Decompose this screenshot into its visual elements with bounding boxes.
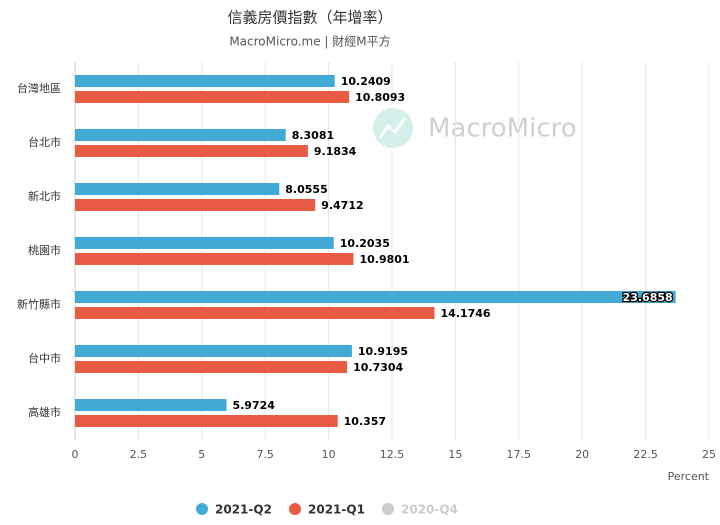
bar	[75, 307, 435, 319]
bar	[75, 91, 350, 103]
x-tick-label: 0	[72, 448, 79, 461]
value-label: 9.4712	[321, 199, 363, 212]
x-axis-label: Percent	[668, 470, 710, 483]
legend-item[interactable]: 2021-Q2	[196, 503, 272, 517]
legend-item[interactable]: 2020-Q4	[382, 503, 458, 517]
x-tick-label: 7.5	[256, 448, 274, 461]
bar	[75, 75, 335, 87]
legend-marker	[289, 503, 301, 515]
bar	[75, 183, 280, 195]
legend-label: 2021-Q1	[308, 503, 365, 517]
watermark: MacroMicro	[428, 114, 577, 144]
bar	[75, 345, 352, 357]
legend-marker	[196, 503, 208, 515]
chart-subtitle: MacroMicro.me | 財經M平方	[229, 34, 390, 49]
value-label: 10.8093	[355, 91, 405, 104]
bar	[75, 415, 338, 427]
value-label: 10.2409	[341, 75, 391, 88]
legend-label: 2020-Q4	[401, 503, 458, 517]
x-tick-label: 22.5	[633, 448, 658, 461]
bar	[75, 129, 286, 141]
x-tick-label: 25	[702, 448, 716, 461]
value-label: 10.9195	[358, 345, 408, 358]
bar	[75, 361, 348, 373]
legend-item[interactable]: 2021-Q1	[289, 503, 365, 517]
x-tick-label: 20	[575, 448, 589, 461]
y-tick-label: 台灣地區	[17, 81, 61, 95]
bar	[75, 399, 227, 411]
bar	[75, 237, 334, 249]
y-tick-label: 新竹縣市	[17, 297, 61, 311]
y-tick-label: 台中市	[28, 351, 61, 365]
y-tick-label: 高雄市	[28, 405, 61, 419]
value-label: 8.3081	[292, 129, 334, 142]
bar	[75, 291, 676, 303]
x-tick-label: 17.5	[507, 448, 532, 461]
value-label: 8.0555	[285, 183, 327, 196]
legend-marker	[382, 503, 394, 515]
x-tick-label: 12.5	[380, 448, 405, 461]
watermark-logo	[373, 108, 413, 148]
y-tick-label: 新北市	[28, 189, 61, 203]
x-tick-label: 15	[448, 448, 462, 461]
legend-label: 2021-Q2	[215, 503, 272, 517]
value-label: 5.9724	[232, 399, 275, 412]
value-label: 10.9801	[359, 253, 409, 266]
value-label: 10.7304	[353, 361, 403, 374]
y-tick-label: 台北市	[28, 135, 61, 149]
value-label: 14.1746	[440, 307, 490, 320]
bar	[75, 199, 316, 211]
value-label: 9.1834	[314, 145, 357, 158]
chart-title: 信義房價指數（年增率）	[227, 9, 392, 27]
bar	[75, 145, 308, 157]
value-label: 10.2035	[340, 237, 390, 250]
x-tick-label: 10	[322, 448, 336, 461]
bar	[75, 253, 354, 265]
x-tick-label: 5	[198, 448, 205, 461]
x-tick-label: 2.5	[130, 448, 148, 461]
value-label: 23.6858	[623, 291, 673, 304]
y-tick-label: 桃園市	[28, 243, 61, 257]
value-label: 10.357	[344, 415, 386, 428]
